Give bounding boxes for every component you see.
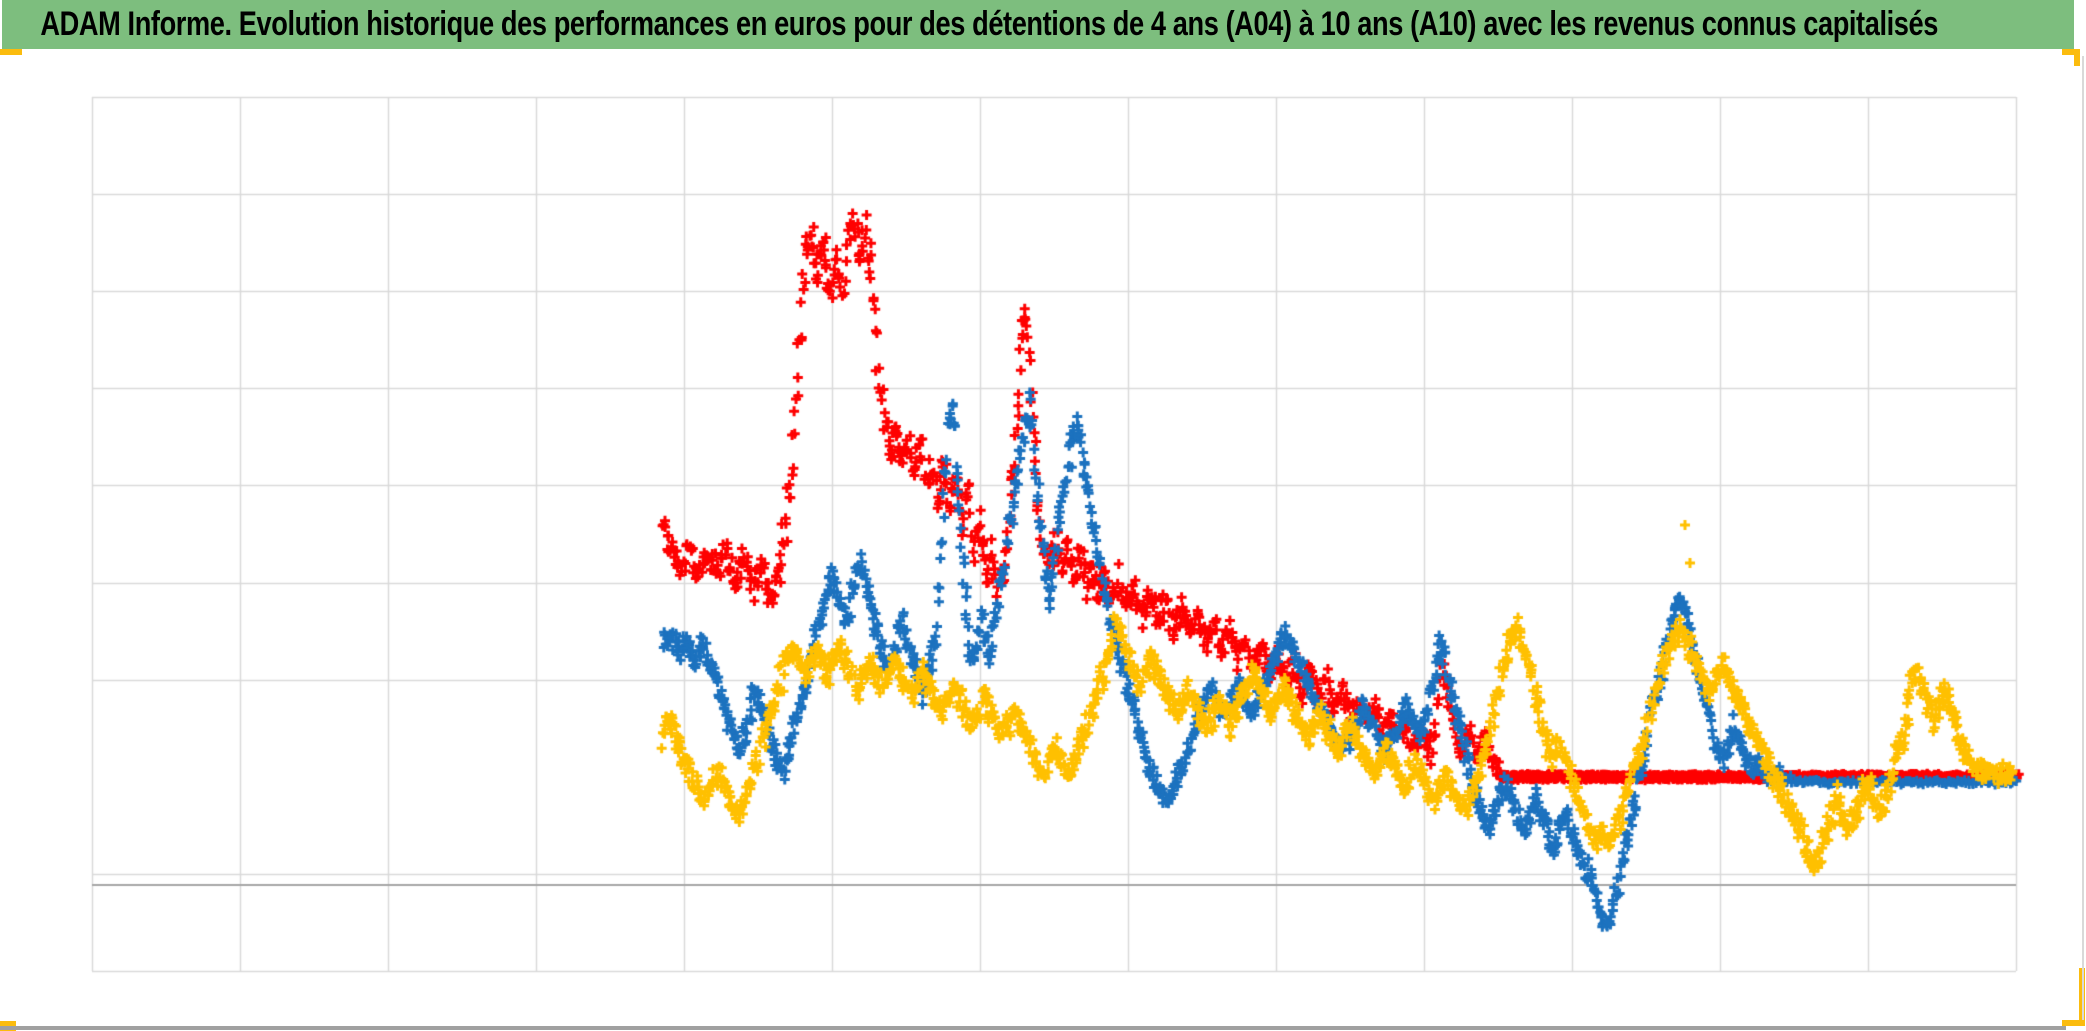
bottom-divider [0, 1026, 2066, 1030]
accent-top-right-vertical [2074, 49, 2080, 66]
right-edge-line [2082, 56, 2084, 1020]
accent-top-left [0, 49, 22, 55]
accent-top-right-horizontal [2062, 49, 2080, 55]
accent-bottom-right-horizontal [2062, 1020, 2085, 1026]
